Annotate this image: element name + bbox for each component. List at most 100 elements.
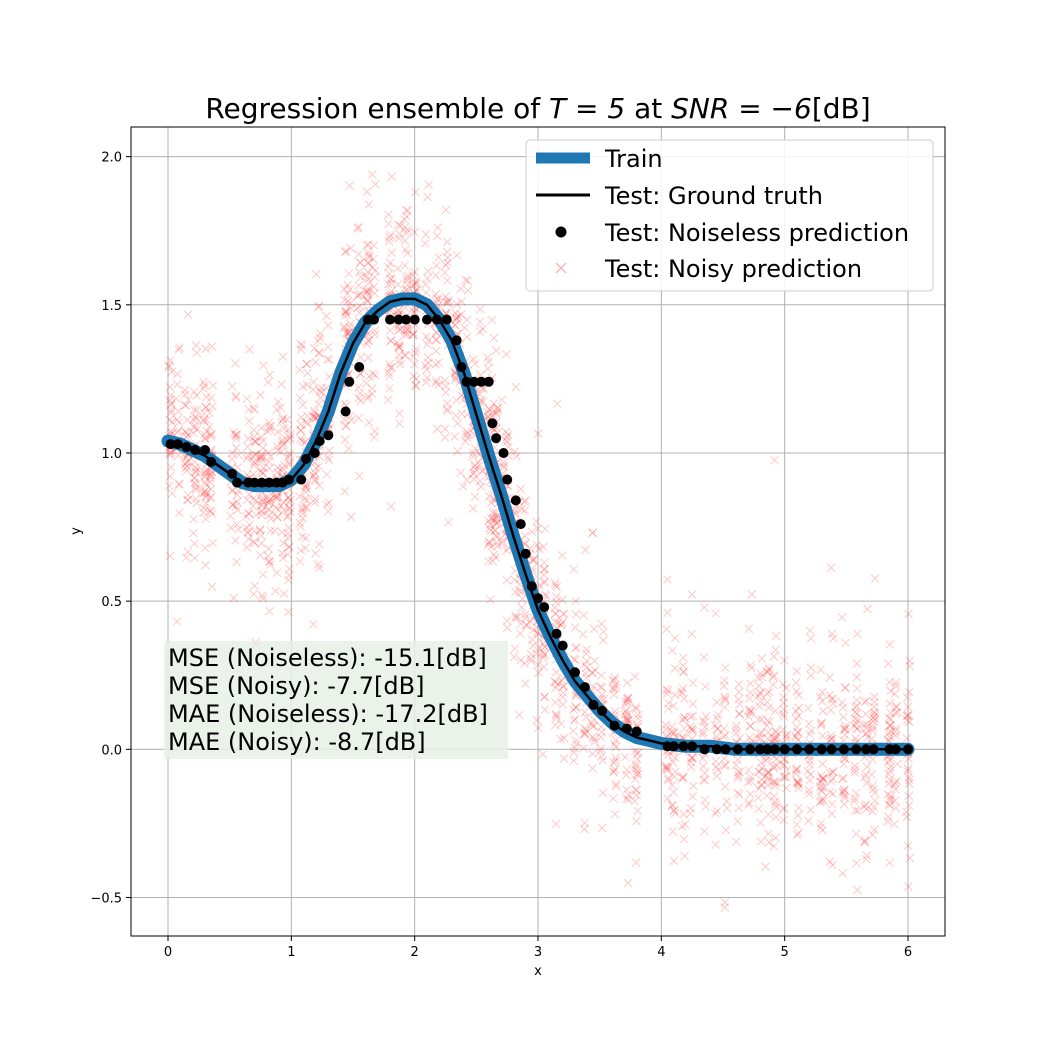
noisy-prediction-marker [890,727,900,736]
noisy-prediction-marker [387,286,396,296]
noisy-prediction-marker [850,768,859,777]
noisy-prediction-marker [622,765,632,775]
noisy-prediction-marker [354,281,364,290]
noisy-prediction-marker [345,322,355,332]
noisy-prediction-marker [313,302,323,312]
noisy-prediction-marker [698,753,708,763]
noisy-prediction-marker [249,537,259,547]
noisy-prediction-marker [403,206,413,216]
noisy-prediction-marker [720,694,730,704]
noisy-prediction-marker [670,808,680,818]
noisy-prediction-marker [516,655,526,665]
noisy-prediction-marker [782,730,791,740]
noisy-prediction-marker [794,828,803,838]
noisy-prediction-marker [284,570,294,580]
noisy-prediction-marker [818,774,828,784]
noisy-prediction-marker [710,720,720,730]
noisy-prediction-marker [462,433,472,442]
noisy-prediction-marker [487,542,496,551]
noisy-prediction-marker [779,815,788,825]
noisy-prediction-marker [826,563,836,573]
noisy-prediction-marker [166,408,176,418]
noisy-prediction-marker [853,724,862,734]
noisy-prediction-marker [550,603,560,612]
noisy-prediction-marker [596,746,605,756]
noisy-prediction-marker [793,779,803,788]
noisy-prediction-marker [732,837,741,847]
noiseless-prediction-point [314,436,325,447]
noisy-prediction-marker [825,673,835,682]
noisy-prediction-marker [588,668,598,678]
noisy-prediction-marker [440,268,450,278]
noisy-prediction-marker [492,512,501,522]
noisy-prediction-marker [325,446,334,455]
noisy-prediction-marker [191,422,200,431]
noisy-prediction-marker [424,336,434,345]
noisy-prediction-marker [166,462,176,472]
noisy-prediction-marker [734,709,744,719]
y-tick-label: −0.5 [90,891,122,906]
noisy-prediction-marker [297,505,307,515]
noisy-prediction-marker [892,776,902,786]
noisy-prediction-marker [469,354,478,364]
noisy-prediction-marker [410,227,419,237]
noisy-prediction-marker [621,794,631,804]
noisy-prediction-marker [669,805,679,815]
noisy-prediction-marker [356,289,365,299]
noisy-prediction-marker [771,754,781,764]
noisy-prediction-marker [721,760,731,770]
noisy-prediction-marker [450,320,460,330]
noisy-prediction-marker [301,533,311,543]
noisy-prediction-marker [744,712,753,721]
noisy-prediction-marker [712,771,722,781]
noisy-prediction-marker [902,716,912,725]
noisy-prediction-marker [232,520,242,529]
noisy-prediction-marker [734,679,744,689]
noisy-prediction-marker [259,463,268,473]
noisy-prediction-marker [540,650,550,660]
noisy-prediction-marker [243,527,252,537]
noisy-prediction-marker [769,763,779,773]
noisy-prediction-marker [852,724,862,733]
noisy-prediction-marker [868,830,878,840]
noisy-prediction-marker [174,508,184,518]
noisy-prediction-marker [387,279,396,288]
noisy-prediction-marker [687,725,696,734]
noisy-prediction-marker [869,707,879,717]
noisy-prediction-marker [422,365,432,374]
noisy-prediction-marker [525,616,535,626]
noisy-prediction-marker [443,298,452,308]
noisy-prediction-marker [400,350,410,360]
noisy-prediction-marker [746,663,756,673]
noiseless-prediction-point [890,744,901,755]
noisy-prediction-marker [550,720,560,730]
noisy-prediction-marker [827,860,837,870]
noisy-prediction-marker [762,689,772,698]
noisy-prediction-marker [521,496,530,505]
noisy-prediction-marker [296,434,305,444]
noisy-prediction-marker [354,383,363,392]
noisy-prediction-marker [363,274,373,284]
noisy-prediction-marker [883,659,893,668]
noisy-prediction-marker [828,634,838,643]
noisy-prediction-marker [250,538,260,548]
noisy-prediction-marker [386,274,395,284]
noisy-prediction-marker [395,419,404,428]
noisy-prediction-marker [410,307,419,316]
noisy-prediction-marker [403,325,412,335]
noiseless-prediction-point [621,723,632,734]
noisy-prediction-marker [364,285,374,295]
noisy-prediction-marker [688,699,698,709]
noisy-prediction-marker [769,841,779,851]
noisy-prediction-marker [250,581,259,591]
noiseless-prediction-point [510,495,521,506]
noisy-prediction-marker [385,233,394,242]
noisy-prediction-marker [794,780,803,790]
noisy-prediction-marker [533,660,543,670]
noisy-prediction-marker [631,760,641,769]
noisy-prediction-marker [771,781,780,791]
noisy-prediction-marker [340,295,349,305]
noisy-prediction-marker [174,426,183,435]
noisy-prediction-marker [678,653,688,663]
noisy-prediction-marker [510,447,520,456]
